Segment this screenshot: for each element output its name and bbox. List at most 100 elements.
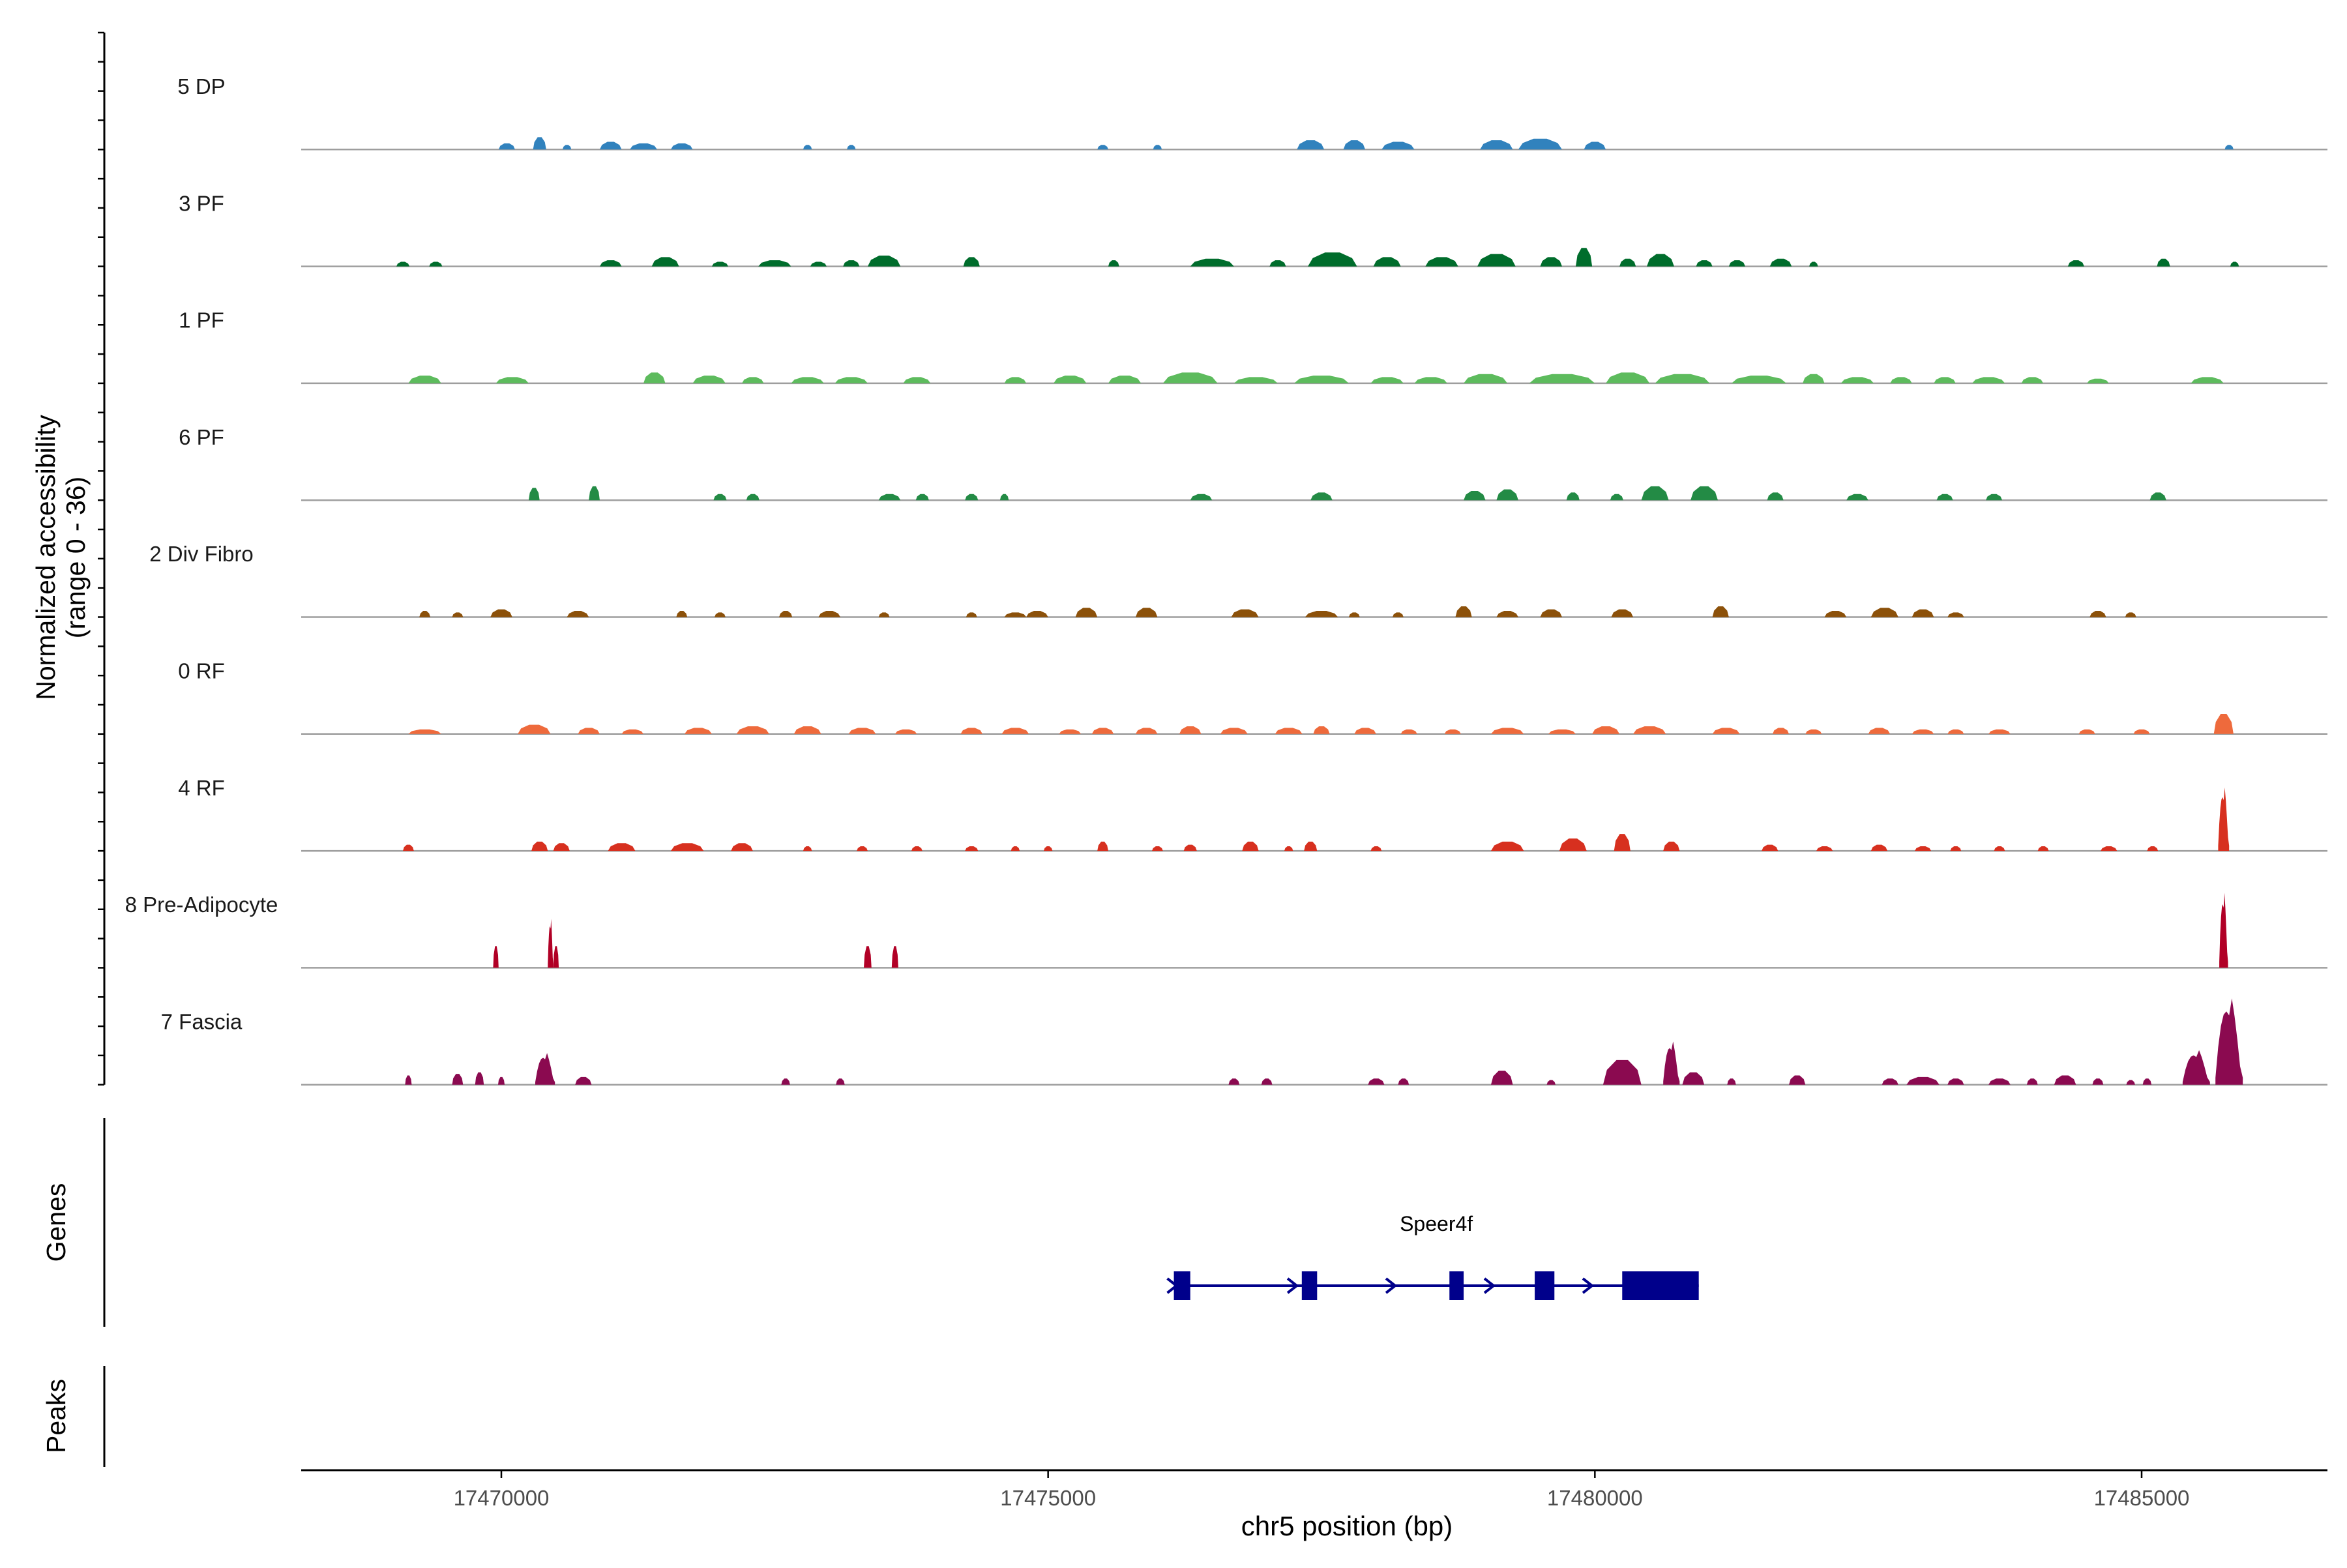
coverage-peak [1220,728,1248,734]
gene-exon [1622,1271,1699,1300]
strand-arrow-icon [1483,1277,1496,1294]
coverage-peak [562,145,572,150]
coverage-peak [867,256,901,267]
coverage-peak [1727,1078,1736,1085]
coverage-peak [531,841,548,851]
coverage-peak [1870,608,1898,617]
coverage-peak [670,143,693,150]
coverage-peak [1179,726,1202,734]
coverage-peak [497,1076,505,1085]
peaks-track-title: Peaks [41,1379,71,1453]
track-label: 2 Div Fibro [149,542,254,566]
coverage-peak [1455,606,1472,617]
coverage-peak [791,377,824,383]
track-label: 7 Fascia [161,1009,243,1033]
coverage-peak [2219,893,2228,968]
coverage-peak [1496,611,1518,617]
coverage-peak [408,729,441,734]
coverage-peak [2191,377,2224,383]
track-label: 6 PF [179,425,224,449]
track-4-rf [301,787,2327,852]
coverage-peak [1655,374,1710,383]
coverage-peak [1310,492,1333,501]
coverage-peak [692,376,726,383]
coverage-peak [1348,612,1360,617]
coverage-peak [1135,728,1158,734]
coverage-peak [533,137,546,150]
strand-arrow-icon [1582,1277,1595,1294]
coverage-peak [490,609,512,617]
coverage-peak [1370,846,1382,851]
coverage-peak [403,844,414,851]
gene-exon [1174,1271,1190,1300]
coverage-peak [1936,494,1953,501]
coverage-peak [891,946,898,968]
coverage-peak [1368,1078,1385,1085]
coverage-peak [1947,729,1964,734]
coverage-peak [1001,728,1029,734]
coverage-peak [495,377,529,383]
track-label: 3 PF [179,191,224,215]
coverage-peak [1606,372,1650,383]
coverage-peak [1712,728,1740,734]
coverage-peak [960,728,983,734]
coverage-peak [1228,1078,1240,1085]
coverage-peak [1190,494,1213,501]
coverage-peak [2126,1080,2135,1085]
coverage-peak [1762,844,1779,851]
coverage-peak [1546,1080,1556,1085]
coverage-peak [911,846,923,851]
coverage-peak [1789,1075,1806,1085]
coverage-peak [2026,1078,2038,1085]
coverage-peak [963,257,980,267]
coverage-peak [966,612,977,617]
track-3-pf [301,248,2327,267]
coverage-peak [1947,1078,1964,1085]
track-5-dp [301,137,2327,151]
gene-name-label: Speer4f [1400,1212,1473,1235]
coverage-peak [1696,260,1713,267]
coverage-peak [1261,1078,1273,1085]
coverage-peak [779,611,793,617]
coverage-peak [711,261,729,267]
x-tick-label: 17475000 [1000,1486,1096,1510]
coverage-peak [1988,729,2011,734]
coverage-peak [1059,729,1081,734]
coverage-peak [670,843,704,851]
coverage-peak [1425,257,1458,267]
coverage-peak [1647,254,1674,267]
coverage-peak [1602,1059,1642,1085]
coverage-peak [643,372,666,383]
coverage-peak [1269,260,1286,267]
coverage-peak [1400,729,1417,734]
coverage-peak [1906,1076,1940,1085]
coverage-peak [1584,141,1606,150]
coverage-peak [2230,261,2239,267]
coverage-peak [1912,609,1934,617]
coverage-peak [1108,260,1119,267]
coverage-peak [1682,1072,1705,1085]
coverage-peak [1026,611,1048,617]
coverage-peak [2037,846,2049,851]
coverage-peak [1393,612,1404,617]
coverage-peak [878,494,901,501]
coverage-peak [1231,609,1259,617]
coverage-peak [1414,377,1447,383]
coverage-peak [1912,729,1934,734]
coverage-peak [2157,258,2170,267]
track-6-pf [301,486,2327,501]
coverage-peak [651,257,679,267]
coverage-peak [1559,838,1587,851]
track-7-fascia [301,998,2327,1086]
coverage-peak [578,728,600,734]
coverage-peak [1381,141,1415,150]
track-2-div-fibro [301,606,2327,618]
coverage-peak [1950,846,1962,851]
coverage-peak [1308,252,1357,267]
coverage-peak [1490,1071,1513,1085]
coverage-peak [621,729,644,734]
coverage-peak [1490,728,1524,734]
coverage-peak [894,729,917,734]
coverage-peak [1846,494,1868,501]
